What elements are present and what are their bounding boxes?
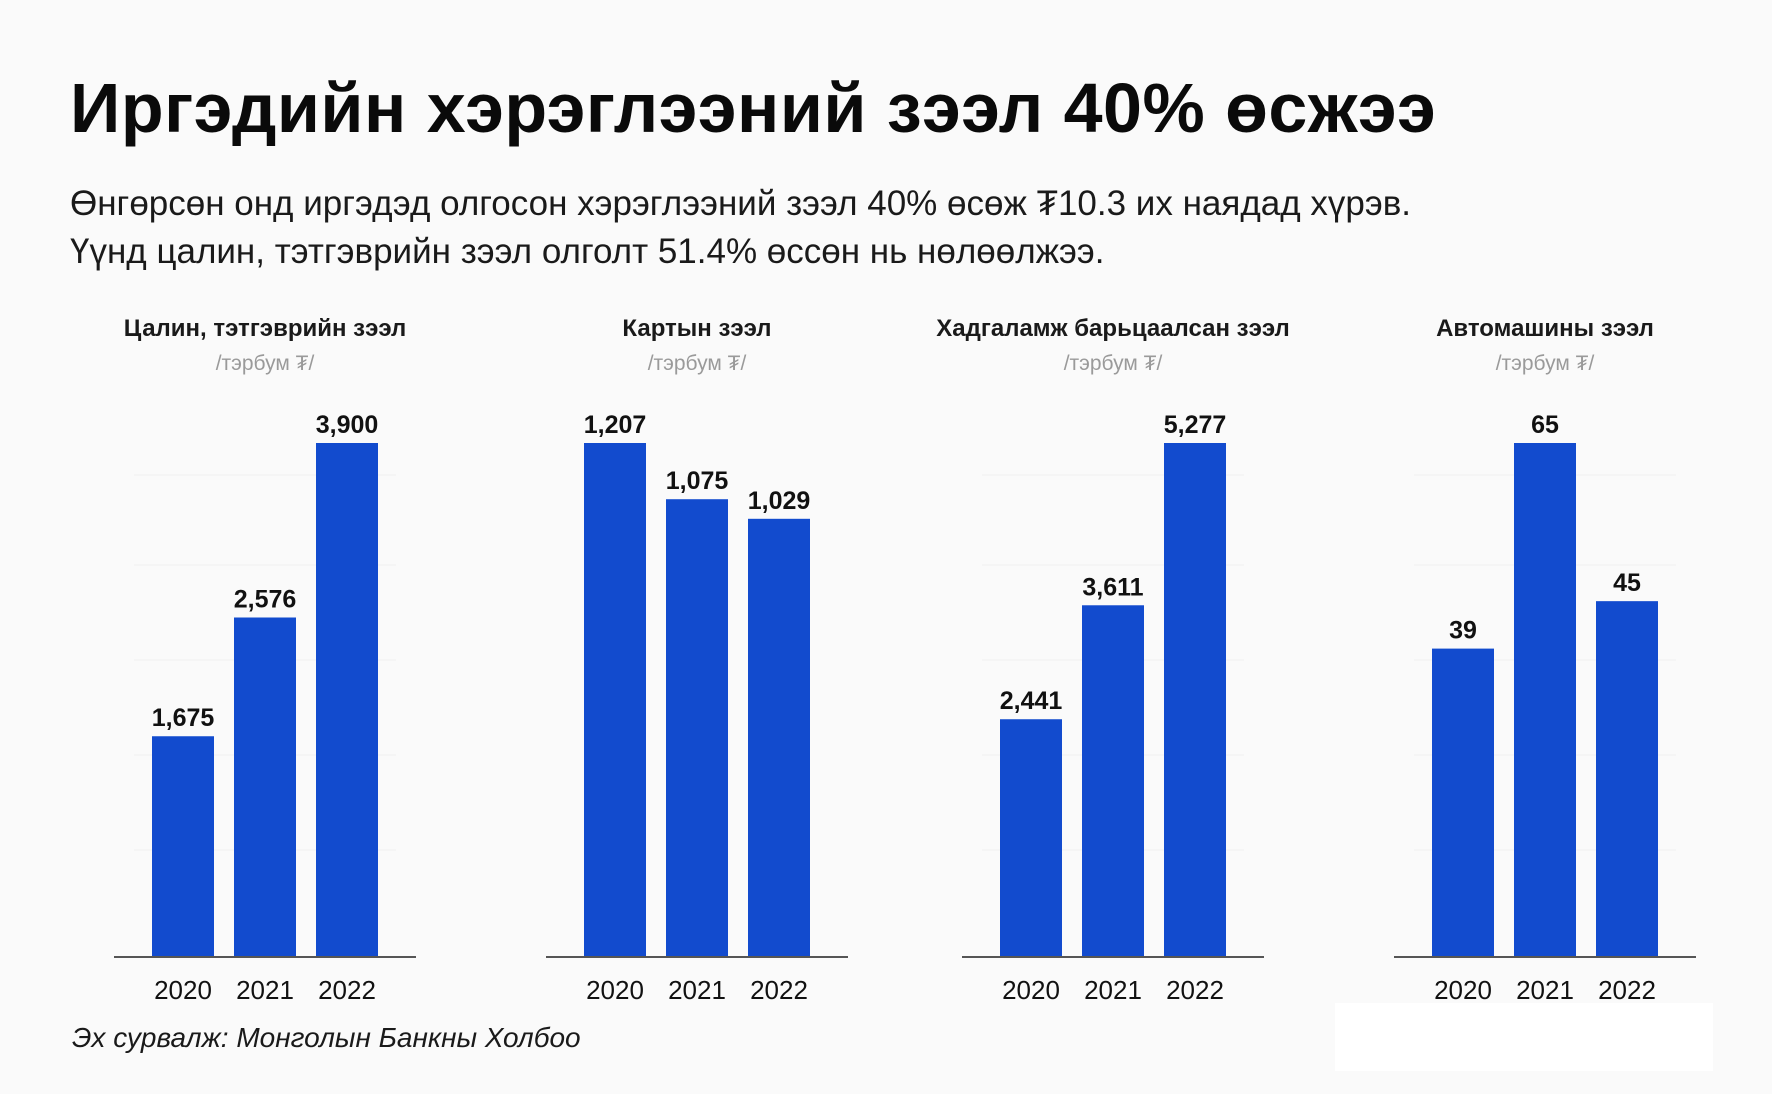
bar-chart: 1,207 2020 1,075 2021 1,029 2022 — [546, 411, 848, 1005]
bar-2021 — [1514, 443, 1576, 957]
bar-2022 — [316, 443, 378, 957]
chart-unit: /тэрбум ₮/ — [215, 352, 315, 375]
value-label: 39 — [1449, 617, 1477, 645]
x-tick-label: 2021 — [236, 975, 294, 1005]
chart-title: Картын зээл — [622, 315, 772, 342]
value-label: 5,277 — [1164, 411, 1227, 439]
value-label: 65 — [1531, 411, 1559, 439]
bar-2020 — [1000, 719, 1062, 957]
x-tick-label: 2021 — [1516, 975, 1574, 1005]
x-tick-label: 2020 — [1002, 975, 1060, 1005]
chart-panel-salary-pension-loan: Цалин, тэтгэврийн зээл /тэрбум ₮/ 1,675 2… — [50, 315, 480, 1015]
bar-2020 — [152, 736, 214, 957]
chart-title: Автомашины зээл — [1436, 315, 1654, 342]
x-tick-label: 2020 — [1434, 975, 1492, 1005]
bar-2022 — [1164, 443, 1226, 957]
chart-title: Цалин, тэтгэврийн зээл — [123, 315, 407, 342]
bar-chart: 39 2020 65 2021 45 2022 — [1394, 411, 1696, 1005]
value-label: 1,075 — [666, 467, 729, 495]
value-label: 1,029 — [748, 487, 811, 515]
chart-panel-deposit-backed-loan: Хадгаламж барьцаалсан зээл /тэрбум ₮/ 2,… — [898, 315, 1328, 1015]
chart-panel-car-loan: Автомашины зээл /тэрбум ₮/ 39 2020 65 2021 4… — [1330, 315, 1760, 1015]
x-tick-label: 2022 — [318, 975, 376, 1005]
value-label: 2,576 — [234, 585, 297, 613]
chart-title: Хадгаламж барьцаалсан зээл — [936, 315, 1290, 342]
source-note: Эх сурвалж: Монголын Банкны Холбоо — [72, 1022, 581, 1053]
bar-2022 — [748, 518, 810, 957]
subtitle-line-2: Үүнд цалин, тэтгэврийн зээл олголт 51.4%… — [70, 232, 1105, 271]
x-tick-label: 2022 — [1166, 975, 1224, 1005]
bar-2020 — [584, 443, 646, 957]
x-tick-label: 2022 — [750, 975, 808, 1005]
chart-unit: /тэрбум ₮/ — [647, 352, 747, 375]
bar-chart: 1,675 2020 2,576 2021 3,900 2022 — [114, 411, 416, 1005]
value-label: 3,611 — [1082, 573, 1143, 601]
page-subtitle: Өнгөрсөн онд иргэдэд олгосон хэрэглээний… — [70, 180, 1411, 276]
value-label: 1,675 — [152, 704, 215, 732]
chart-unit: /тэрбум ₮/ — [1063, 352, 1163, 375]
x-tick-label: 2020 — [154, 975, 212, 1005]
chart-unit: /тэрбум ₮/ — [1495, 352, 1595, 375]
page-title: Иргэдийн хэрэглээний зээл 40% өсжээ — [70, 69, 1437, 147]
bar-chart: 2,441 2020 3,611 2021 5,277 2022 — [962, 411, 1264, 1005]
x-tick-label: 2021 — [1084, 975, 1142, 1005]
value-label: 45 — [1613, 569, 1641, 597]
bar-2020 — [1432, 648, 1494, 957]
chart-panel-card-loan: Картын зээл /тэрбум ₮/ 1,207 2020 1,075 202… — [482, 315, 912, 1015]
x-tick-label: 2021 — [668, 975, 726, 1005]
bar-2021 — [666, 499, 728, 957]
x-tick-label: 2022 — [1598, 975, 1656, 1005]
bar-2021 — [234, 617, 296, 957]
value-label: 1,207 — [584, 411, 647, 439]
bar-2022 — [1596, 601, 1658, 957]
corner-patch — [1335, 1003, 1713, 1071]
value-label: 2,441 — [1000, 687, 1063, 715]
subtitle-line-1: Өнгөрсөн онд иргэдэд олгосон хэрэглээний… — [70, 184, 1412, 223]
bar-2021 — [1082, 605, 1144, 957]
x-tick-label: 2020 — [586, 975, 644, 1005]
value-label: 3,900 — [316, 411, 379, 439]
